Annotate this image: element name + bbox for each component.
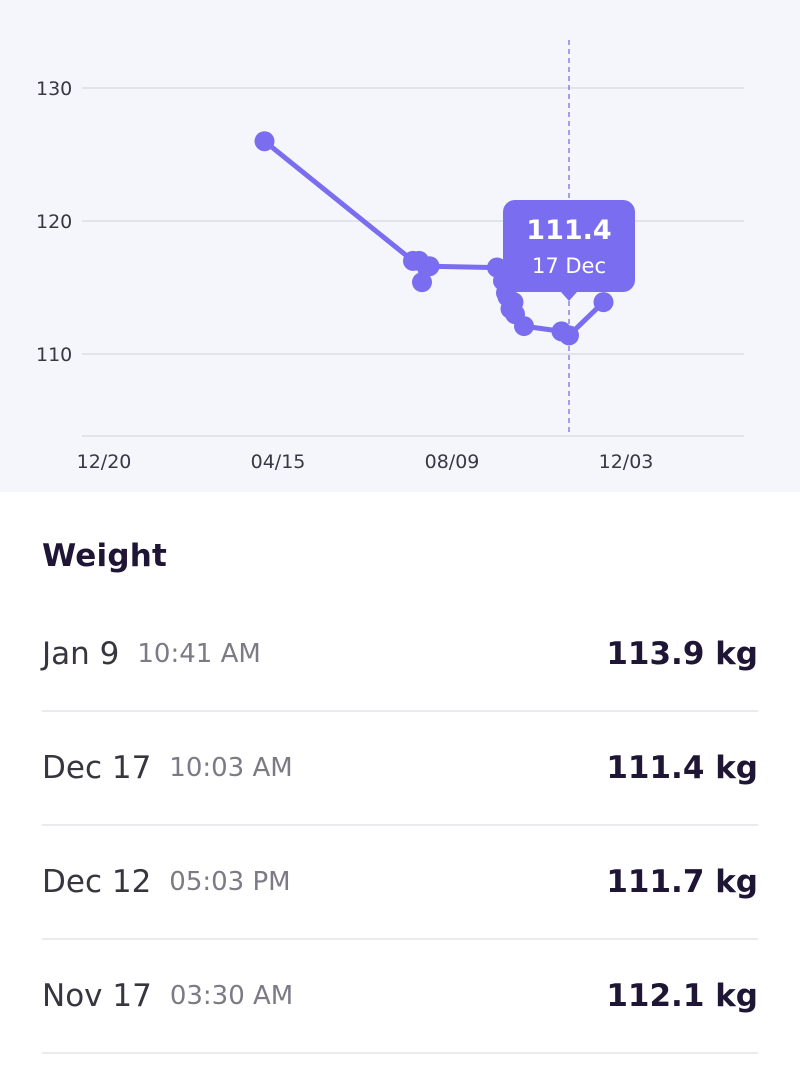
x-tick-label: 12/03 [599, 451, 654, 473]
x-tick-label: 08/09 [425, 451, 480, 473]
list-item[interactable]: Dec 17 10:03 AM 111.4 kg [42, 712, 758, 826]
data-point [514, 316, 534, 337]
x-tick-label: 12/20 [77, 451, 132, 473]
y-tick-label: 130 [36, 78, 72, 100]
entry-value: 113.9 kg [606, 636, 758, 672]
y-tick-label: 120 [36, 211, 72, 233]
entry-value: 111.4 kg [606, 750, 758, 786]
y-tick-label: 110 [36, 344, 72, 366]
entry-date: Nov 17 [42, 978, 152, 1014]
weight-entries-list: Jan 9 10:41 AM 113.9 kg Dec 17 10:03 AM … [42, 598, 758, 1054]
entry-time: 10:41 AM [137, 639, 261, 669]
entry-time: 10:03 AM [169, 753, 293, 783]
data-point [254, 131, 275, 152]
weight-chart[interactable]: 110 120 130 12/20 04/15 08/09 12/03 111.4 17 Dec [0, 0, 800, 492]
section-title: Weight [42, 538, 168, 574]
data-point [593, 292, 614, 313]
data-point [412, 272, 432, 293]
tooltip-date: 17 Dec [532, 254, 606, 278]
weight-line-chart[interactable]: 110 120 130 12/20 04/15 08/09 12/03 111.4 17 Dec [0, 0, 800, 492]
entry-time: 03:30 AM [169, 981, 294, 1011]
list-item[interactable]: Jan 9 10:41 AM 113.9 kg [42, 598, 758, 712]
list-item[interactable]: Nov 17 03:30 AM 112.1 kg [42, 940, 758, 1054]
tooltip-value: 111.4 [526, 215, 611, 246]
entry-value: 111.7 kg [606, 864, 758, 900]
entry-time: 05:03 PM [169, 867, 291, 897]
list-item[interactable]: Dec 12 05:03 PM 111.7 kg [42, 826, 758, 940]
tooltip-box [503, 200, 635, 292]
data-point [559, 325, 579, 346]
entry-date: Dec 17 [42, 750, 152, 786]
data-point [419, 256, 440, 277]
tooltip-pointer [561, 292, 577, 301]
entry-value: 112.1 kg [606, 978, 758, 1014]
entry-date: Dec 12 [42, 864, 152, 900]
entry-date: Jan 9 [42, 636, 120, 672]
x-tick-label: 04/15 [251, 451, 306, 473]
